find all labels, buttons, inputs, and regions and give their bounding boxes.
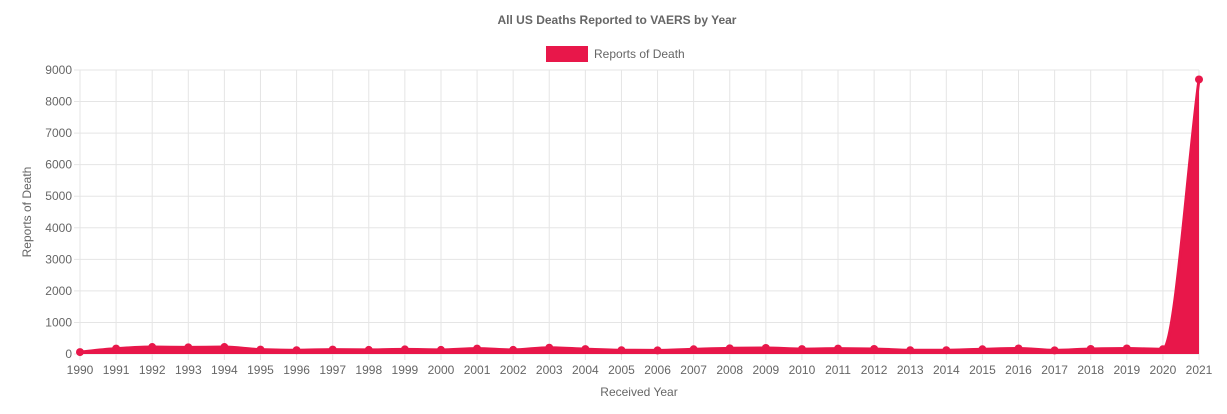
- data-point[interactable]: [906, 346, 915, 355]
- y-tick-label: 2000: [45, 284, 72, 298]
- data-point[interactable]: [256, 345, 265, 354]
- data-point[interactable]: [436, 345, 445, 354]
- y-tick-label: 1000: [45, 315, 72, 329]
- x-axis-ticks: 1990 1991 1992 1993 1994 1995 1996 1997 1998 1999…: [67, 363, 1213, 377]
- data-point[interactable]: [581, 345, 590, 354]
- x-tick-label: 2010: [789, 363, 816, 377]
- data-point[interactable]: [978, 345, 987, 354]
- data-point[interactable]: [184, 343, 193, 352]
- legend[interactable]: Reports of Death: [546, 46, 685, 62]
- x-tick-label: 1991: [103, 363, 130, 377]
- x-tick-label: 2004: [572, 363, 599, 377]
- x-tick-label: 2020: [1150, 363, 1177, 377]
- x-tick-label: 1990: [67, 363, 94, 377]
- x-tick-label: 2006: [644, 363, 671, 377]
- data-point[interactable]: [1086, 344, 1095, 353]
- data-point[interactable]: [1014, 344, 1023, 353]
- x-tick-label: 1997: [319, 363, 346, 377]
- x-axis-title: Received Year: [600, 385, 677, 399]
- plot-area: [79, 79, 1201, 354]
- data-point[interactable]: [1050, 346, 1059, 355]
- x-tick-label: 2003: [536, 363, 563, 377]
- data-point[interactable]: [112, 344, 121, 353]
- x-tick-label: 2012: [861, 363, 888, 377]
- x-tick-label: 2019: [1113, 363, 1140, 377]
- data-point[interactable]: [292, 346, 301, 355]
- x-tick-label: 2001: [464, 363, 491, 377]
- x-tick-label: 2018: [1077, 363, 1104, 377]
- data-point[interactable]: [400, 345, 409, 354]
- data-point[interactable]: [545, 343, 554, 352]
- x-tick-label: 2017: [1041, 363, 1068, 377]
- x-tick-label: 1992: [139, 363, 166, 377]
- x-tick-label: 2009: [752, 363, 779, 377]
- data-point[interactable]: [761, 344, 770, 353]
- x-tick-label: 1995: [247, 363, 274, 377]
- x-tick-label: 2013: [897, 363, 924, 377]
- y-tick-label: 8000: [45, 95, 72, 109]
- x-tick-label: 2005: [608, 363, 635, 377]
- data-point[interactable]: [870, 344, 879, 353]
- y-axis-title: Reports of Death: [20, 167, 34, 258]
- data-point[interactable]: [473, 344, 482, 353]
- x-tick-label: 1996: [283, 363, 310, 377]
- data-point[interactable]: [364, 345, 373, 354]
- x-tick-label: 2008: [716, 363, 743, 377]
- y-tick-label: 5000: [45, 189, 72, 203]
- x-tick-label: 2014: [933, 363, 960, 377]
- y-tick-label: 4000: [45, 221, 72, 235]
- area-fill: [80, 79, 1199, 354]
- x-tick-label: 1998: [355, 363, 382, 377]
- y-tick-label: 6000: [45, 158, 72, 172]
- grid-lines: [74, 69, 1200, 360]
- data-point[interactable]: [1122, 344, 1131, 353]
- x-tick-label: 2002: [500, 363, 527, 377]
- x-tick-label: 2000: [428, 363, 455, 377]
- series-line: [79, 79, 1201, 354]
- legend-label[interactable]: Reports of Death: [594, 47, 685, 61]
- data-point[interactable]: [1158, 345, 1167, 354]
- x-tick-label: 1994: [211, 363, 238, 377]
- x-tick-label: 2015: [969, 363, 996, 377]
- y-tick-label: 0: [65, 347, 72, 361]
- x-tick-label: 1993: [175, 363, 202, 377]
- data-point[interactable]: [148, 343, 157, 352]
- data-point[interactable]: [834, 344, 843, 353]
- data-points: [76, 75, 1203, 357]
- data-point[interactable]: [617, 346, 626, 355]
- y-axis-ticks: 0 1000 2000 3000 4000 5000 6000 7000 8000 9000: [45, 63, 72, 361]
- x-tick-label: 2011: [825, 363, 851, 377]
- data-point[interactable]: [725, 344, 734, 353]
- data-point[interactable]: [689, 345, 698, 354]
- data-point[interactable]: [76, 348, 84, 357]
- data-point[interactable]: [797, 345, 806, 354]
- y-tick-label: 3000: [45, 252, 72, 266]
- y-tick-label: 7000: [45, 126, 72, 140]
- chart-title: All US Deaths Reported to VAERS by Year: [498, 13, 737, 27]
- legend-swatch[interactable]: [546, 46, 588, 62]
- x-tick-label: 2007: [680, 363, 707, 377]
- x-tick-label: 2021: [1186, 363, 1213, 377]
- x-tick-label: 2016: [1005, 363, 1032, 377]
- data-point[interactable]: [653, 346, 662, 355]
- y-tick-label: 9000: [45, 63, 72, 77]
- data-point[interactable]: [1195, 75, 1203, 84]
- data-point[interactable]: [942, 346, 951, 355]
- data-point[interactable]: [509, 345, 518, 354]
- data-point[interactable]: [328, 345, 337, 354]
- data-point[interactable]: [220, 343, 229, 352]
- x-tick-label: 1999: [392, 363, 419, 377]
